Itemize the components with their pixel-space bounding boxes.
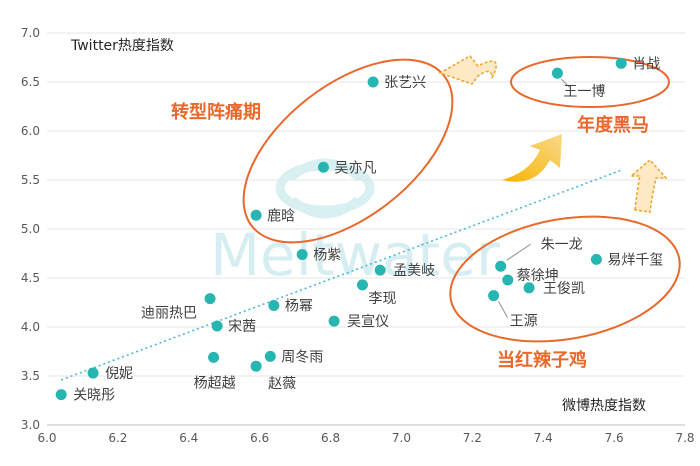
data-point	[328, 315, 340, 327]
x-axis-title: 微博热度指数	[562, 397, 646, 414]
y-tick-label: 5.5	[21, 173, 40, 187]
data-point-label: 杨超越	[194, 375, 236, 391]
data-point-label: 张艺兴	[384, 75, 426, 91]
data-point-label: 肖战	[632, 56, 660, 72]
y-tick-label: 5.0	[21, 222, 40, 236]
watermark-text: Meltwater	[210, 221, 500, 289]
data-point	[211, 320, 223, 332]
data-point-label: 吴亦凡	[334, 160, 376, 176]
y-tick-label: 3.0	[21, 418, 40, 432]
annotation-transition-group: 转型阵痛期	[171, 101, 261, 123]
data-point-label: 迪丽热巴	[141, 306, 197, 322]
y-axis-title: Twitter热度指数	[70, 38, 174, 54]
data-point	[296, 248, 308, 260]
data-point	[615, 57, 627, 69]
data-point-label: 孟美岐	[393, 263, 435, 279]
leader-line	[506, 243, 531, 261]
hot-group-outline	[449, 215, 681, 343]
data-point	[356, 279, 368, 291]
x-tick-label: 6.8	[321, 431, 340, 445]
y-tick-label: 4.0	[21, 320, 40, 334]
dark-horse-arrow-left	[438, 55, 497, 85]
y-tick-label: 7.0	[21, 26, 40, 40]
gridlines	[47, 32, 685, 426]
data-points	[55, 57, 627, 401]
data-point	[268, 299, 280, 311]
x-tick-label: 7.2	[463, 431, 482, 445]
data-point	[208, 351, 220, 363]
data-point-label: 朱一龙	[541, 237, 583, 253]
data-point-label: 宋茜	[228, 319, 256, 335]
data-point-label: 关晓彤	[73, 388, 115, 404]
data-point-label: 易烊千玺	[607, 252, 663, 268]
data-point	[502, 274, 514, 286]
annotation-dark-horse: 年度黑马	[577, 114, 649, 136]
x-tick-label: 6.2	[108, 431, 127, 445]
data-point-label: 杨紫	[313, 247, 341, 263]
data-point	[55, 389, 67, 401]
data-point-label: 杨幂	[285, 298, 313, 314]
label-leader-lines	[498, 78, 570, 318]
data-point	[523, 282, 535, 294]
data-point	[495, 260, 507, 272]
data-point	[204, 293, 216, 305]
data-point	[317, 161, 329, 173]
data-point-label: 周冬雨	[281, 349, 323, 365]
x-tick-label: 7.4	[534, 431, 553, 445]
data-point-label: 吴宣仪	[347, 314, 389, 330]
data-point-label: 王一博	[563, 83, 605, 100]
data-point	[374, 264, 386, 276]
data-point-label: 李现	[368, 291, 396, 307]
data-point-label: 王源	[510, 314, 538, 330]
annotation-hot-group: 当红辣子鸡	[497, 349, 587, 371]
data-point-label: 王俊凯	[543, 281, 585, 297]
y-axis-ticks: 3.0 3.5 4.0 4.5 5.0 5.5 6.0 6.5 7.0	[21, 26, 40, 432]
data-point	[264, 350, 276, 362]
x-tick-label: 7.0	[392, 431, 411, 445]
x-axis-ticks: 6.0 6.2 6.4 6.6 6.8 7.0 7.2 7.4 7.6 7.8	[37, 431, 694, 445]
data-point	[250, 209, 262, 221]
data-point	[367, 76, 379, 88]
data-point-label: 蔡徐坤	[517, 268, 559, 284]
y-tick-label: 3.5	[21, 369, 40, 383]
x-tick-label: 7.8	[675, 431, 694, 445]
x-tick-label: 7.6	[605, 431, 624, 445]
data-point	[551, 67, 563, 79]
dark-horse-arrow-main	[502, 134, 562, 182]
group-outlines	[242, 56, 681, 343]
y-tick-label: 6.0	[21, 124, 40, 138]
data-point-label: 赵薇	[268, 376, 296, 392]
data-point-label: 鹿晗	[267, 207, 295, 224]
y-tick-label: 6.5	[21, 75, 40, 89]
dark-horse-group-outline	[510, 56, 670, 108]
x-tick-label: 6.0	[37, 431, 56, 445]
data-point	[250, 360, 262, 372]
data-point	[488, 290, 500, 302]
data-point	[87, 367, 99, 379]
data-point-label: 倪妮	[105, 366, 133, 382]
hot-group-arrow-up	[628, 158, 668, 213]
x-tick-label: 6.4	[179, 431, 198, 445]
transition-group-outline	[242, 58, 454, 244]
x-tick-label: 6.6	[250, 431, 269, 445]
leader-line	[498, 301, 509, 318]
leader-line	[561, 78, 570, 88]
data-point	[590, 253, 602, 265]
y-tick-label: 4.5	[21, 271, 40, 285]
